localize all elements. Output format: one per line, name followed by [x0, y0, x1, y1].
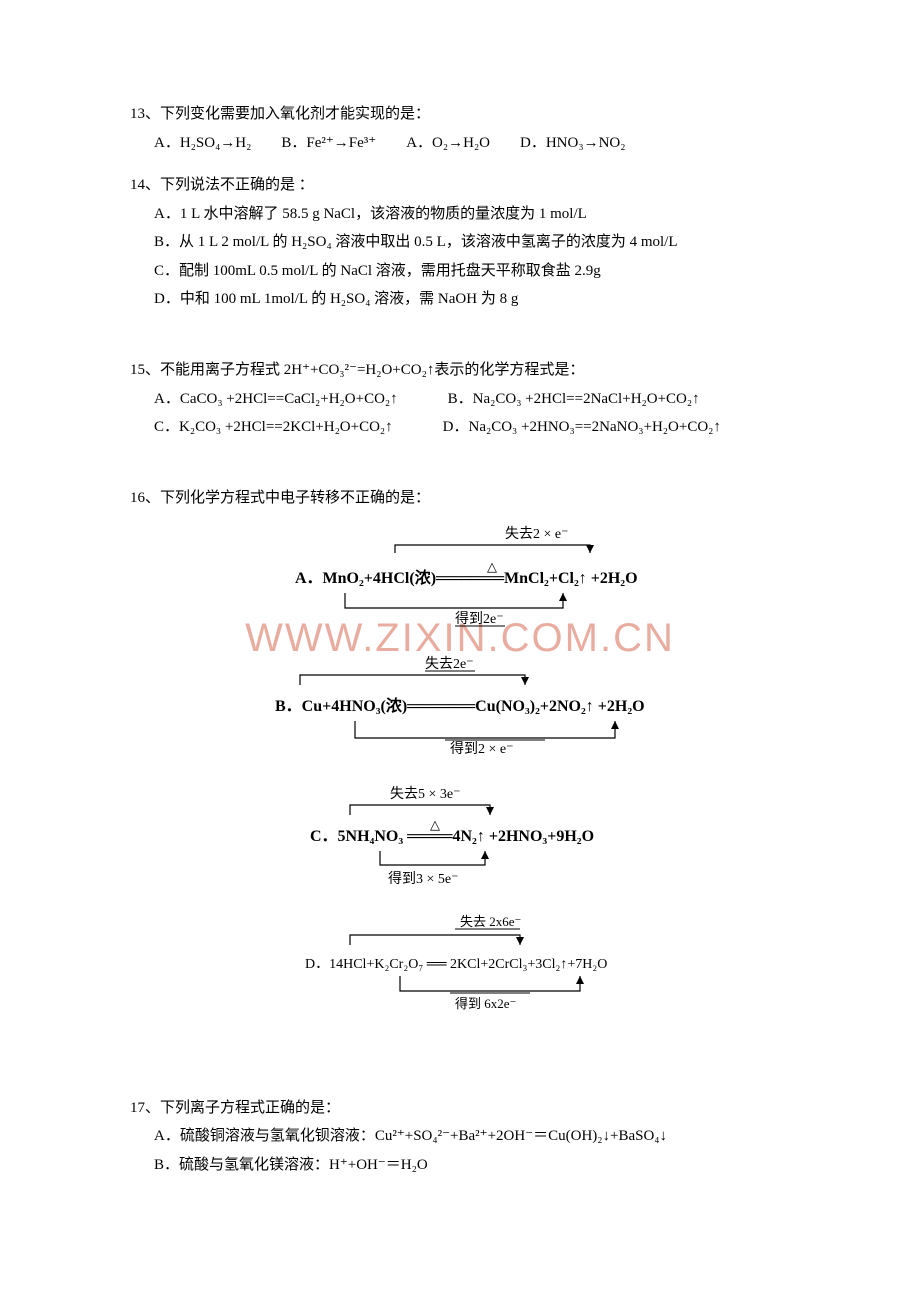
q16-b-diagram: 失去2e⁻ B．Cu+4HNO₃(浓)══════Cu(NO₃)₂+2NO₂↑ … [225, 653, 695, 773]
q13-opt-b: B．Fe²⁺→Fe³⁺ [281, 129, 376, 158]
q16-c-delta: △ [430, 817, 440, 832]
question-13: 13、下列变化需要加入氧化剂才能实现的是： A．H₂SO₄→H₂ B．Fe²⁺→… [130, 100, 790, 157]
q16-d-lose: 失去 2x6e⁻ [460, 914, 521, 929]
q16-a-delta: △ [487, 559, 497, 574]
q13-opt-d: D．HNO₃→NO₂ [520, 129, 625, 158]
q16-stem: 16、下列化学方程式中电子转移不正确的是： [130, 484, 790, 513]
q17-stem: 17、下列离子方程式正确的是： [130, 1094, 790, 1123]
q17-opt-b: B．硫酸与氢氧化镁溶液：H⁺+OH⁻＝H₂O [154, 1151, 790, 1180]
q16-eq-a: 失去2 × e⁻ A．MnO₂+4HCl(浓)══════MnCl₂+Cl₂↑ … [130, 523, 790, 643]
q16-a-diagram: 失去2 × e⁻ A．MnO₂+4HCl(浓)══════MnCl₂+Cl₂↑ … [240, 523, 680, 643]
q16-eq-b: 失去2e⁻ B．Cu+4HNO₃(浓)══════Cu(NO₃)₂+2NO₂↑ … [130, 653, 790, 773]
q16-d-diagram: 失去 2x6e⁻ D．14HCl+K₂Cr₂O₇ ══ 2KCl+2CrCl₃+… [250, 913, 670, 1023]
q13-stem: 13、下列变化需要加入氧化剂才能实现的是： [130, 100, 790, 129]
q16-c-gain: 得到3 × 5e⁻ [388, 870, 459, 887]
question-15: 15、不能用离子方程式 2H⁺+CO₃²⁻=H₂O+CO₂↑表示的化学方程式是：… [130, 356, 790, 442]
q14-opt-d: D．中和 100 mL 1mol/L 的 H₂SO₄ 溶液，需 NaOH 为 8… [154, 285, 790, 314]
q16-c-eq: C．5NH₄NO₃ ════4N₂↑ +2HNO₃+9H₂O [310, 828, 594, 845]
q15-opt-b: B．Na₂CO₃ +2HCl==2NaCl+H₂O+CO₂↑ [448, 385, 700, 414]
q13-opt-c: A．O₂→H₂O [406, 129, 490, 158]
q16-c-lose: 失去5 × 3e⁻ [390, 786, 461, 802]
question-16: 16、下列化学方程式中电子转移不正确的是： 失去2 × e⁻ A．MnO₂+4H… [130, 484, 790, 1023]
q17-opt-a: A．硫酸铜溶液与氢氧化钡溶液：Cu²⁺+SO₄²⁻+Ba²⁺+2OH⁻＝Cu(O… [154, 1122, 790, 1151]
q16-b-gain: 得到2 × e⁻ [450, 740, 514, 757]
question-14: 14、下列说法不正确的是 ： A．1 L 水中溶解了 58.5 g NaCl，该… [130, 171, 790, 314]
q16-b-lose: 失去2e⁻ [425, 656, 474, 672]
q16-eq-c: 失去5 × 3e⁻ C．5NH₄NO₃ ════4N₂↑ +2HNO₃+9H₂O… [130, 783, 790, 903]
q16-eq-d: 失去 2x6e⁻ D．14HCl+K₂Cr₂O₇ ══ 2KCl+2CrCl₃+… [130, 913, 790, 1023]
q14-stem: 14、下列说法不正确的是 ： [130, 171, 790, 200]
q16-c-diagram: 失去5 × 3e⁻ C．5NH₄NO₃ ════4N₂↑ +2HNO₃+9H₂O… [250, 783, 670, 903]
q16-d-gain: 得到 6x2e⁻ [455, 996, 516, 1011]
q15-opt-d: D．Na₂CO₃ +2HNO₃==2NaNO₃+H₂O+CO₂↑ [443, 413, 721, 442]
q15-opt-c: C．K₂CO₃ +2HCl==2KCl+H₂O+CO₂↑ [154, 413, 393, 442]
q13-opt-a: A．H₂SO₄→H₂ [154, 129, 251, 158]
q16-a-lose: 失去2 × e⁻ [505, 526, 569, 542]
q16-a-gain: 得到2e⁻ [455, 610, 504, 627]
q15-opt-a: A．CaCO₃ +2HCl==CaCl₂+H₂O+CO₂↑ [154, 385, 398, 414]
q14-opt-a: A．1 L 水中溶解了 58.5 g NaCl，该溶液的物质的量浓度为 1 mo… [154, 200, 790, 229]
q16-a-eq: A．MnO₂+4HCl(浓)══════MnCl₂+Cl₂↑ +2H₂O [295, 569, 638, 587]
q16-d-eq: D．14HCl+K₂Cr₂O₇ ══ 2KCl+2CrCl₃+3Cl₂↑+7H₂… [305, 957, 607, 972]
q15-stem: 15、不能用离子方程式 2H⁺+CO₃²⁻=H₂O+CO₂↑表示的化学方程式是： [130, 356, 790, 385]
q16-b-eq: B．Cu+4HNO₃(浓)══════Cu(NO₃)₂+2NO₂↑ +2H₂O [275, 697, 645, 715]
q14-opt-c: C．配制 100mL 0.5 mol/L 的 NaCl 溶液，需用托盘天平称取食… [154, 257, 790, 286]
question-17: 17、下列离子方程式正确的是： A．硫酸铜溶液与氢氧化钡溶液：Cu²⁺+SO₄²… [130, 1094, 790, 1180]
q14-opt-b: B．从 1 L 2 mol/L 的 H₂SO₄ 溶液中取出 0.5 L，该溶液中… [154, 228, 790, 257]
